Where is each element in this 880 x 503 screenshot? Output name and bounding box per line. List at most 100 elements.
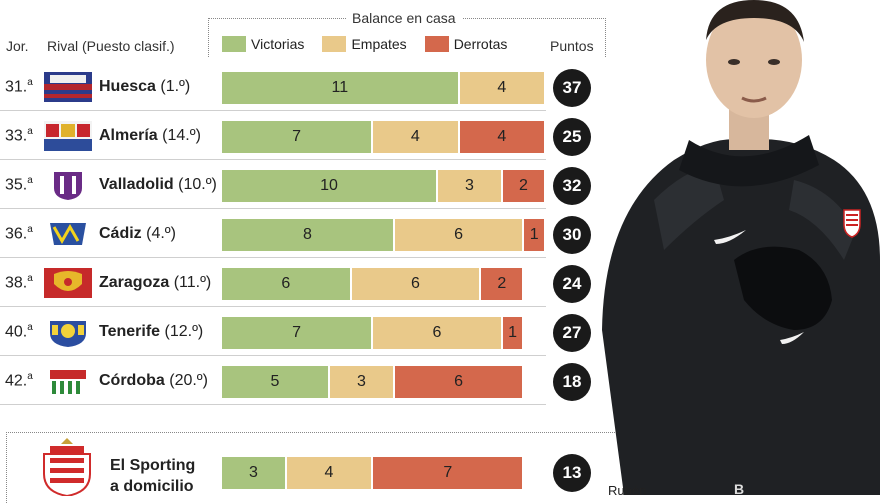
tenerife-crest-icon: [44, 317, 92, 347]
jornada: 35.a: [5, 175, 33, 194]
points-badge: 30: [553, 216, 591, 254]
legend-label: Derrotas: [453, 36, 508, 52]
bar-derrotas: 6: [394, 366, 525, 398]
sporting-label-line1: El Sporting: [110, 457, 196, 474]
sporting-bar-victorias: 3: [222, 457, 287, 489]
sporting-bar-empates: 4: [286, 457, 374, 489]
jornada: 33.a: [5, 126, 33, 145]
points-badge: 32: [553, 167, 591, 205]
team-name: Córdoba: [99, 372, 165, 389]
sporting-box: [6, 432, 671, 503]
rival-name: Valladolid (10.º): [99, 176, 217, 194]
bar-empates-label: 4: [497, 79, 507, 96]
bar-empates: 6: [373, 317, 503, 349]
jornada-suffix: a: [27, 371, 33, 382]
bar-empates: 4: [373, 121, 460, 153]
bar-derrotas: 2: [502, 170, 546, 202]
jornada-number: 33.: [5, 127, 28, 145]
team-name: Almería: [99, 127, 158, 144]
row-divider: [0, 306, 546, 307]
header-rival: Rival (Puesto clasif.): [47, 38, 175, 54]
bar-derrotas-label: 1: [508, 324, 518, 341]
jornada: 31.a: [5, 77, 33, 96]
rival-name: Huesca (1.º): [99, 78, 190, 96]
jornada: 42.a: [5, 371, 33, 390]
row-divider: [0, 404, 546, 405]
cordoba-crest-icon: [44, 366, 92, 396]
legend: Victorias Empates Derrotas: [222, 36, 507, 52]
bar-derrotas-label: 1: [529, 226, 539, 243]
bar-victorias: 10: [222, 170, 438, 202]
bar-derrotas-label: 4: [497, 128, 507, 145]
jornada-number: 31.: [5, 78, 28, 96]
legend-swatch: [322, 36, 347, 52]
bar-victorias-label: 7: [292, 128, 302, 145]
team-position: (11.º): [173, 274, 212, 291]
team-name: Tenerife: [99, 323, 161, 340]
photo-caption: Rubén: [608, 483, 647, 498]
balance-title: Balance en casa: [346, 10, 462, 26]
jornada-suffix: a: [27, 175, 33, 186]
bar-empates: 6: [351, 268, 482, 300]
jornada-number: 35.: [5, 176, 28, 194]
zaragoza-crest-icon: [44, 268, 92, 298]
svg-text:B: B: [734, 481, 744, 495]
rival-name: Tenerife (12.º): [99, 323, 203, 341]
bar-derrotas: 4: [459, 121, 546, 153]
bar-derrotas-label: 6: [454, 373, 464, 390]
sporting-label-line2: a domicilio: [110, 478, 194, 495]
bar-empates-label: 4: [410, 128, 420, 145]
legend-label: Empates: [351, 36, 407, 52]
legend-swatch: [424, 36, 449, 52]
jornada-suffix: a: [27, 77, 33, 88]
legend-item: Derrotas: [424, 36, 508, 52]
sporting-bar-derrotas-label: 7: [443, 464, 453, 481]
bar-derrotas: 2: [481, 268, 525, 300]
rival-name: Cádiz (4.º): [99, 225, 176, 243]
team-name: Huesca: [99, 78, 156, 95]
sporting-bar-victorias-label: 3: [248, 464, 258, 481]
bar-derrotas-label: 2: [518, 177, 528, 194]
points-badge: 18: [553, 363, 591, 401]
team-name: Valladolid: [99, 176, 174, 193]
legend-swatch: [222, 36, 246, 52]
legend-item: Victorias: [222, 36, 304, 52]
valladolid-crest-icon: [44, 170, 92, 200]
bar-empates: 3: [438, 170, 503, 202]
sporting-bar-empates-label: 4: [324, 464, 334, 481]
row-divider: [0, 355, 546, 356]
bar-victorias: 7: [222, 121, 374, 153]
bar-victorias: 8: [222, 219, 395, 251]
jornada-suffix: a: [27, 322, 33, 333]
sporting-crest-icon: [43, 438, 91, 496]
header-jor: Jor.: [6, 38, 29, 54]
row-divider: [0, 257, 546, 258]
rival-name: Zaragoza (11.º): [99, 274, 211, 292]
bar-victorias: 6: [222, 268, 352, 300]
points-badge: 24: [553, 265, 591, 303]
legend-label: Victorias: [251, 36, 305, 52]
header-puntos: Puntos: [550, 38, 594, 54]
bar-derrotas-label: 2: [497, 275, 507, 292]
bar-empates-label: 6: [410, 275, 420, 292]
bar-empates-label: 3: [464, 177, 474, 194]
bar-empates-label: 3: [356, 373, 366, 390]
legend-item: Empates: [322, 36, 407, 52]
jornada-number: 40.: [5, 323, 28, 341]
bar-victorias-label: 8: [302, 226, 312, 243]
team-position: (1.º): [160, 78, 191, 95]
bar-empates: 4: [459, 72, 546, 104]
team-position: (10.º): [178, 176, 217, 193]
cadiz-crest-icon: [44, 219, 92, 249]
jornada-number: 42.: [5, 372, 28, 390]
sporting-label: El Sporting a domicilio: [110, 455, 195, 497]
bar-empates: 6: [394, 219, 525, 251]
bar-victorias-label: 11: [331, 79, 349, 96]
team-name: Cádiz: [99, 225, 142, 242]
points-badge: 27: [553, 314, 591, 352]
points-badge: 25: [553, 118, 591, 156]
team-position: (14.º): [162, 127, 201, 144]
row-divider: [0, 208, 546, 209]
bar-victorias-label: 6: [281, 275, 291, 292]
team-position: (12.º): [164, 323, 204, 340]
